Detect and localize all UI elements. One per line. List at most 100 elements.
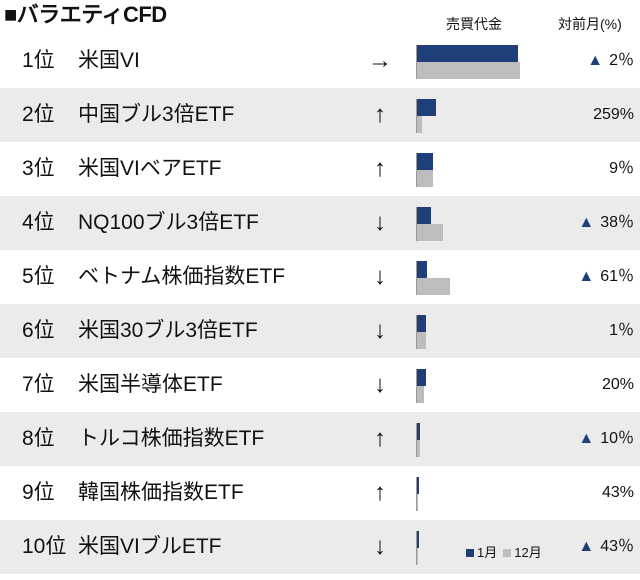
bar-jan bbox=[416, 153, 433, 170]
legend-dec-label: 12月 bbox=[514, 545, 542, 560]
table-row: 10位 米国VIブルETF ↓ ▲ 43％ bbox=[0, 520, 640, 574]
volume-bars bbox=[416, 261, 526, 295]
rank-label: 8位 bbox=[22, 427, 55, 450]
table-row: 8位 トルコ株価指数ETF ↑ ▲ 10％ bbox=[0, 412, 640, 466]
mom-change: 20% bbox=[602, 358, 634, 412]
rank-label: 10位 bbox=[22, 535, 67, 558]
volume-bars bbox=[416, 315, 526, 349]
bar-dec bbox=[416, 548, 418, 565]
bar-axis bbox=[416, 207, 417, 241]
mom-value: 259% bbox=[593, 106, 634, 123]
mom-change: 43% bbox=[602, 466, 634, 520]
legend-jan-swatch bbox=[466, 548, 474, 557]
bar-dec bbox=[416, 224, 443, 241]
bar-axis bbox=[416, 369, 417, 403]
bar-axis bbox=[416, 153, 417, 187]
volume-bars bbox=[416, 369, 526, 403]
legend-jan-label: 1月 bbox=[477, 545, 498, 560]
mom-column-header: 対前月(%) bbox=[558, 16, 622, 32]
bar-jan bbox=[416, 477, 419, 494]
bar-axis bbox=[416, 99, 417, 133]
rank-label: 9位 bbox=[22, 481, 55, 504]
mom-value: 1％ bbox=[609, 322, 634, 339]
mom-value: 38％ bbox=[600, 214, 634, 231]
product-name: 米国30ブル3倍ETF bbox=[78, 319, 258, 342]
mom-value: 61％ bbox=[600, 268, 634, 285]
volume-bars bbox=[416, 531, 526, 565]
bar-jan bbox=[416, 369, 426, 386]
product-name: トルコ株価指数ETF bbox=[78, 427, 265, 450]
legend-dec-swatch bbox=[503, 548, 512, 557]
product-name: 米国VIブルETF bbox=[78, 535, 222, 558]
rank-label: 5位 bbox=[22, 265, 55, 288]
rank-change-arrow: ↑ bbox=[374, 101, 386, 128]
volume-column-header: 売買代金 bbox=[446, 16, 502, 32]
bar-dec bbox=[416, 494, 418, 511]
bar-jan bbox=[416, 315, 426, 332]
table-row: 2位 中国ブル3倍ETF ↑ 259% bbox=[0, 88, 640, 142]
bar-dec bbox=[416, 62, 520, 79]
rank-change-arrow: ↓ bbox=[374, 371, 386, 398]
product-name: 米国半導体ETF bbox=[78, 373, 223, 396]
product-name: NQ100ブル3倍ETF bbox=[78, 211, 259, 234]
bar-dec bbox=[416, 332, 426, 349]
volume-bars bbox=[416, 207, 526, 241]
mom-value: 9％ bbox=[609, 160, 634, 177]
rank-change-arrow: ↑ bbox=[374, 155, 386, 182]
rank-change-arrow: → bbox=[368, 47, 392, 74]
table-row: 3位 米国VIベアETF ↑ 9％ bbox=[0, 142, 640, 196]
bar-axis bbox=[416, 261, 417, 295]
mom-change: ▲ 10％ bbox=[578, 412, 634, 466]
bar-axis bbox=[416, 45, 417, 79]
mom-change: 259% bbox=[593, 88, 634, 142]
mom-value: 2％ bbox=[609, 52, 634, 69]
mom-change: ▲ 61％ bbox=[578, 250, 634, 304]
up-triangle-icon: ▲ bbox=[578, 430, 595, 447]
table-row: 7位 米国半導体ETF ↓ 20% bbox=[0, 358, 640, 412]
mom-change: ▲ 38％ bbox=[578, 196, 634, 250]
volume-bars bbox=[416, 99, 526, 133]
mom-change: ▲ 2％ bbox=[587, 34, 634, 88]
chart-title: ■バラエティCFD bbox=[4, 2, 167, 27]
table-row: 9位 韓国株価指数ETF ↑ 43% bbox=[0, 466, 640, 520]
rank-change-arrow: ↓ bbox=[374, 209, 386, 236]
bar-jan bbox=[416, 207, 431, 224]
product-name: 韓国株価指数ETF bbox=[78, 481, 244, 504]
product-name: 中国ブル3倍ETF bbox=[78, 103, 235, 126]
bar-jan bbox=[416, 531, 419, 548]
mom-value: 10％ bbox=[600, 430, 634, 447]
table-row: 6位 米国30ブル3倍ETF ↓ 1％ bbox=[0, 304, 640, 358]
mom-change: 9％ bbox=[609, 142, 634, 196]
rank-change-arrow: ↓ bbox=[374, 263, 386, 290]
rank-label: 3位 bbox=[22, 157, 55, 180]
bar-jan bbox=[416, 423, 420, 440]
bar-dec bbox=[416, 170, 433, 187]
volume-bars bbox=[416, 153, 526, 187]
bar-jan bbox=[416, 99, 436, 116]
bar-jan bbox=[416, 261, 427, 278]
up-triangle-icon: ▲ bbox=[587, 52, 604, 69]
bar-jan bbox=[416, 45, 518, 62]
rank-change-arrow: ↓ bbox=[374, 533, 386, 560]
rank-change-arrow: ↑ bbox=[374, 425, 386, 452]
table-row: 5位 ベトナム株価指数ETF ↓ ▲ 61％ bbox=[0, 250, 640, 304]
bar-dec bbox=[416, 440, 420, 457]
rank-label: 2位 bbox=[22, 103, 55, 126]
bar-dec bbox=[416, 278, 450, 295]
volume-bars bbox=[416, 423, 526, 457]
mom-change: ▲ 43％ bbox=[578, 520, 634, 574]
rank-label: 7位 bbox=[22, 373, 55, 396]
rank-change-arrow: ↓ bbox=[374, 317, 386, 344]
bar-axis bbox=[416, 423, 417, 457]
volume-bars bbox=[416, 477, 526, 511]
rank-label: 4位 bbox=[22, 211, 55, 234]
rank-label: 1位 bbox=[22, 49, 55, 72]
bar-axis bbox=[416, 477, 417, 511]
bar-axis bbox=[416, 315, 417, 349]
mom-value: 43% bbox=[601, 484, 634, 501]
bar-dec bbox=[416, 116, 422, 133]
table-row: 4位 NQ100ブル3倍ETF ↓ ▲ 38％ bbox=[0, 196, 640, 250]
rank-label: 6位 bbox=[22, 319, 55, 342]
up-triangle-icon: ▲ bbox=[578, 214, 595, 231]
product-name: ベトナム株価指数ETF bbox=[78, 265, 286, 288]
